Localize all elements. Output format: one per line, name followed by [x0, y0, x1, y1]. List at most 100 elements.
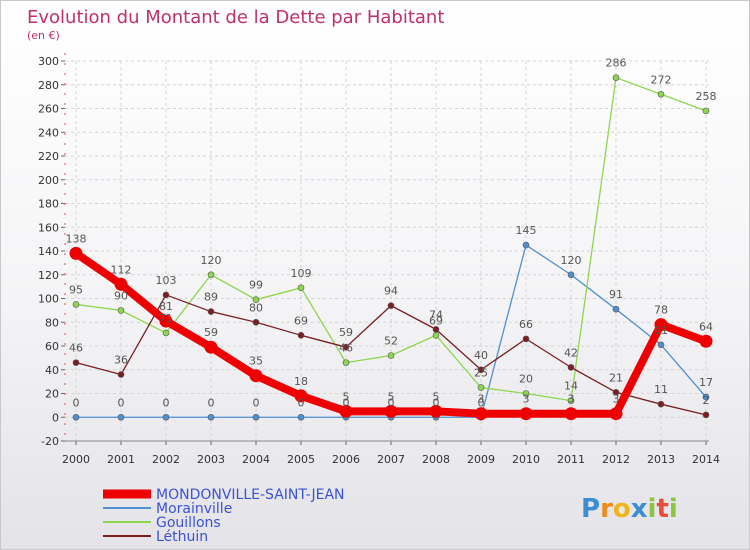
x-tick-label: 2000 — [62, 453, 90, 466]
data-point — [432, 332, 440, 339]
data-point — [567, 397, 575, 404]
data-label: 112 — [111, 263, 132, 276]
data-label: 145 — [516, 224, 537, 237]
data-point — [474, 407, 488, 421]
data-label: 120 — [201, 254, 222, 267]
data-label: 0 — [388, 396, 395, 409]
y-tick-label: 280 — [38, 79, 59, 92]
data-label: 11 — [654, 383, 668, 396]
data-label: 69 — [429, 314, 443, 327]
data-label: 18 — [294, 375, 308, 388]
data-label: 35 — [249, 355, 263, 368]
data-label: 17 — [699, 376, 713, 389]
axis-layer: -200204060801001201401601802002202402602… — [38, 53, 720, 466]
data-point — [207, 308, 215, 315]
data-label: 52 — [384, 335, 398, 348]
data-point — [117, 371, 125, 378]
data-label: 74 — [429, 308, 443, 321]
data-label: 0 — [253, 396, 260, 409]
data-label: 0 — [73, 396, 80, 409]
data-label: 59 — [339, 326, 353, 339]
data-label: 0 — [343, 396, 350, 409]
data-label: 64 — [699, 320, 713, 333]
data-point — [342, 359, 350, 366]
data-label: 89 — [204, 291, 218, 304]
data-point — [384, 404, 398, 418]
data-label: 71 — [159, 312, 173, 325]
data-label: 46 — [339, 342, 353, 355]
data-point — [564, 407, 578, 421]
data-point — [117, 307, 125, 314]
data-point — [342, 343, 350, 351]
logo-letter: i — [648, 494, 657, 524]
data-label: 0 — [163, 396, 170, 409]
data-point — [387, 302, 395, 309]
data-point — [69, 246, 83, 260]
x-tick-label: 2002 — [152, 453, 180, 466]
legend-entry: Léthuin — [156, 529, 208, 545]
data-label: 25 — [474, 367, 488, 380]
data-label: 2 — [703, 394, 710, 407]
y-tick-label: 160 — [38, 221, 59, 234]
chart-subtitle: (en €) — [27, 29, 60, 42]
data-point — [522, 241, 530, 249]
data-point — [477, 366, 485, 374]
data-point — [72, 359, 80, 366]
data-label: 103 — [156, 274, 177, 287]
data-label: 109 — [291, 267, 312, 280]
data-point — [297, 284, 305, 292]
data-label: 40 — [474, 349, 488, 362]
data-point — [252, 413, 260, 421]
data-point — [702, 107, 710, 115]
x-tick-label: 2012 — [602, 453, 630, 466]
logo-letter: r — [600, 494, 613, 524]
chart-title: Evolution du Montant de la Dette par Hab… — [27, 7, 444, 28]
x-tick-label: 2001 — [107, 453, 135, 466]
data-label: 120 — [561, 254, 582, 267]
logo-letter: t — [656, 494, 668, 524]
data-point — [477, 384, 485, 391]
data-label: 5 — [388, 390, 395, 403]
x-tick-label: 2005 — [287, 453, 315, 466]
x-tick-label: 2006 — [332, 453, 360, 466]
data-label: 36 — [114, 354, 128, 367]
series-layer — [69, 74, 713, 421]
data-label: 138 — [66, 232, 87, 245]
data-point — [252, 296, 260, 303]
logo-letter: P — [581, 494, 600, 524]
data-point — [519, 407, 533, 421]
data-label: 3 — [478, 393, 485, 406]
data-point — [609, 407, 623, 421]
data-point — [72, 413, 80, 421]
data-label: 59 — [204, 326, 218, 339]
data-point — [612, 389, 620, 396]
y-tick-label: 60 — [45, 340, 59, 353]
data-label: 0 — [478, 396, 485, 409]
data-label: 0 — [208, 396, 215, 409]
y-tick-label: 100 — [38, 293, 59, 306]
data-label: 258 — [696, 90, 717, 103]
data-label: 42 — [564, 346, 578, 359]
y-tick-label: 240 — [38, 126, 59, 139]
data-point — [294, 389, 308, 403]
data-point — [297, 332, 305, 339]
y-tick-label: 140 — [38, 245, 59, 258]
data-label: 78 — [654, 304, 668, 317]
logo-letter: x — [631, 494, 648, 524]
data-point — [657, 400, 665, 408]
data-label: 46 — [69, 342, 83, 355]
data-point — [522, 335, 530, 343]
data-point — [72, 301, 80, 308]
data-point — [657, 90, 665, 98]
y-tick-label: 180 — [38, 198, 59, 211]
data-label: 95 — [69, 283, 83, 296]
data-point — [204, 340, 218, 354]
data-point — [207, 271, 215, 279]
data-label: 66 — [519, 318, 533, 331]
data-label: 91 — [609, 288, 623, 301]
y-tick-label: 120 — [38, 269, 59, 282]
data-label: 0 — [298, 396, 305, 409]
x-tick-label: 2010 — [512, 453, 540, 466]
